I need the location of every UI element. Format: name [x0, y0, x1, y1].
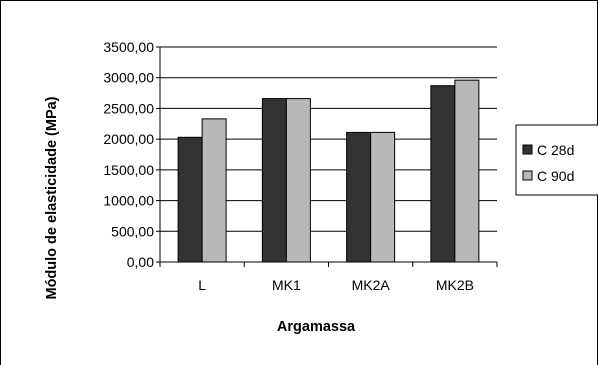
bar-mk2b-c28d	[430, 85, 456, 263]
legend-box	[515, 124, 598, 196]
x-tick-label: MK2A	[352, 277, 391, 293]
bar-mk2b-c90d	[454, 79, 480, 263]
x-tick-labels: L MK1 MK2A MK2B	[198, 277, 474, 293]
y-tick-label: 1000,00	[103, 193, 154, 209]
bar-mk2a-c90d	[370, 131, 396, 263]
bar-l-c90d	[201, 118, 227, 263]
y-tick-label: 500,00	[111, 223, 154, 239]
bar-l-c28d	[177, 136, 203, 263]
y-tick-label: 2500,00	[103, 100, 154, 116]
y-tick-label: 3000,00	[103, 70, 154, 86]
legend-swatch-c90d	[522, 170, 533, 181]
bar-mk2a-c28d	[346, 131, 372, 263]
bar-mk1-c28d	[261, 98, 287, 263]
bar-layer	[177, 79, 480, 263]
legend-swatch-c28d	[522, 144, 533, 155]
y-tick-label: 0,00	[127, 254, 154, 270]
x-tick-label: MK1	[272, 277, 301, 293]
bar-mk1-c90d	[285, 98, 311, 263]
legend: C 28d C 90d	[515, 124, 598, 196]
y-tick-label: 2000,00	[103, 131, 154, 147]
y-tick-labels: 0,00 500,00 1000,00 1500,00 2000,00 2500,00 30…	[103, 39, 154, 270]
y-tick-label: 1500,00	[103, 162, 154, 178]
y-tick-label: 3500,00	[103, 39, 154, 55]
legend-label-c90d: C 90d	[537, 168, 574, 184]
axis-layer	[156, 46, 498, 267]
x-axis-label: Argamassa	[277, 319, 356, 335]
x-tick-label: MK2B	[436, 277, 474, 293]
legend-label-c28d: C 28d	[537, 142, 574, 158]
y-axis-label: Módulo de elasticidade (MPa)	[44, 96, 60, 299]
x-tick-label: L	[198, 277, 206, 293]
